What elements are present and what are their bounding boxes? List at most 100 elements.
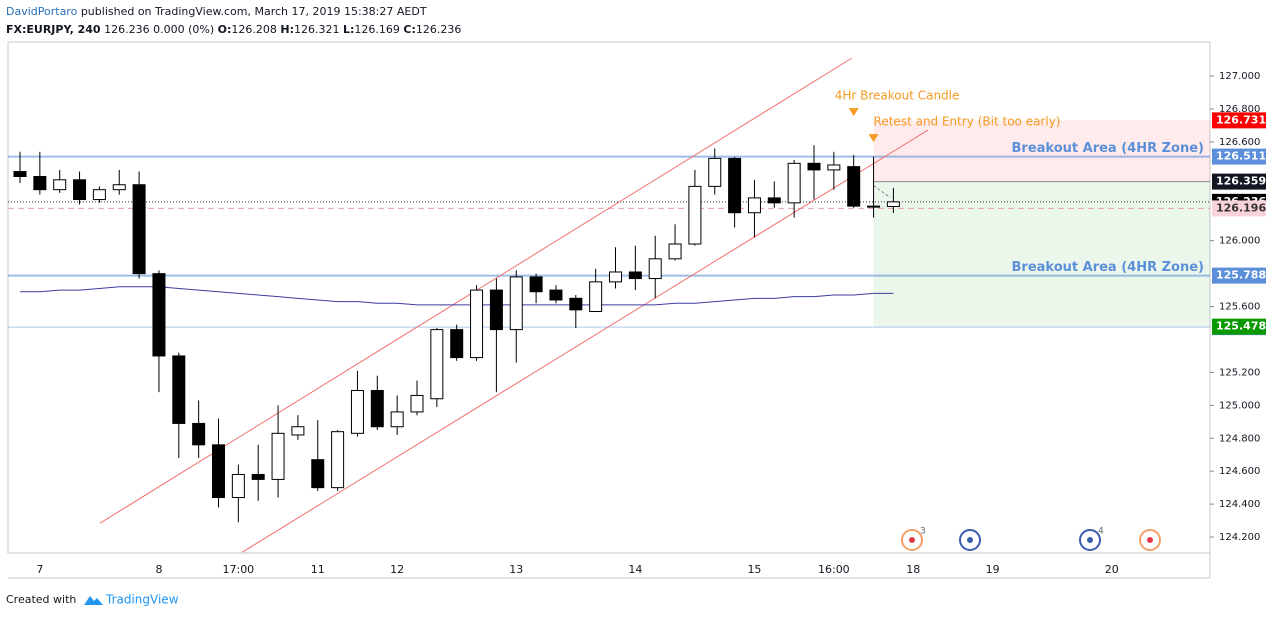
candle-body xyxy=(688,185,702,245)
candle-body xyxy=(668,243,682,260)
candle-body xyxy=(271,432,285,480)
y-tick-label: 125.600 xyxy=(1219,302,1260,313)
event-icon-dot xyxy=(967,537,973,543)
candle-body xyxy=(569,297,583,311)
candle-body xyxy=(390,411,404,428)
candle-body xyxy=(767,197,781,204)
y-tick-label: 124.400 xyxy=(1219,499,1260,510)
price-label-bg xyxy=(1212,148,1266,165)
candle-body xyxy=(708,157,722,187)
x-tick-label: 12 xyxy=(390,563,404,576)
candle-body xyxy=(886,201,900,207)
symbol-line: FX:EURJPY, 240 126.236 0.000 (0%) O:126.… xyxy=(6,23,461,36)
candle-body xyxy=(370,390,384,428)
event-count: 4 xyxy=(1098,527,1104,537)
candle-body xyxy=(489,289,503,331)
candle-body xyxy=(53,179,67,191)
candle-body xyxy=(251,473,265,480)
x-tick-label: 19 xyxy=(986,563,1000,576)
candle-body xyxy=(132,184,146,275)
candle-body xyxy=(152,273,166,357)
candle-body xyxy=(450,329,464,359)
price-label-bg xyxy=(1212,112,1266,129)
plot-area xyxy=(7,41,1211,554)
x-tick-label: 8 xyxy=(155,563,162,576)
y-tick-label: 125.200 xyxy=(1219,367,1260,378)
ohlc-label: O: xyxy=(218,23,232,36)
y-tick-label: 124.200 xyxy=(1219,532,1260,543)
candle-body xyxy=(728,157,742,214)
candle-body xyxy=(509,276,523,331)
candle-body xyxy=(172,355,186,424)
event-count: 3 xyxy=(920,527,926,537)
y-tick-label: 126.800 xyxy=(1219,104,1260,115)
candle-body xyxy=(350,390,364,434)
event-icon-dot xyxy=(1147,537,1153,543)
candle-body xyxy=(609,271,622,283)
channel-line xyxy=(242,129,929,553)
price-label: 126.731 xyxy=(1216,113,1266,126)
candle-body xyxy=(112,184,126,191)
event-icon-dot xyxy=(1087,537,1093,543)
price-label-bg xyxy=(1212,173,1266,190)
ohlc-value: 126.321 xyxy=(294,23,340,36)
ohlc-value: 126.208 xyxy=(231,23,277,36)
last-price: 126.236 xyxy=(104,23,150,36)
price-label: 126.511 xyxy=(1216,150,1266,163)
candle-body xyxy=(430,329,444,400)
y-tick-label: 124.600 xyxy=(1219,466,1260,477)
ohlc-label: L: xyxy=(343,23,354,36)
ohlc-value: 126.169 xyxy=(354,23,400,36)
candle-body xyxy=(410,394,424,413)
x-tick-label: 7 xyxy=(36,563,43,576)
candle-body xyxy=(827,164,841,171)
entry-arrow xyxy=(873,185,891,199)
candle-body xyxy=(807,162,821,171)
candle-body xyxy=(867,205,881,208)
candle-body xyxy=(847,166,861,207)
author[interactable]: DavidPortaro xyxy=(6,5,78,18)
candle-body xyxy=(13,171,27,177)
footer-brand[interactable]: TradingView xyxy=(105,593,179,607)
ohlc-label: H: xyxy=(280,23,294,36)
header-line: DavidPortaro published on TradingView.co… xyxy=(6,5,427,18)
candle-body xyxy=(331,431,345,489)
ohlc-value: 126.236 xyxy=(416,23,462,36)
plot-layer: Breakout Area (4HR Zone) Breakout Area (4… xyxy=(8,57,1266,576)
x-tick-label: 17:00 xyxy=(222,563,254,576)
candle-body xyxy=(311,459,325,489)
x-tick-label: 13 xyxy=(509,563,523,576)
x-tick-label: 11 xyxy=(311,563,325,576)
annotation-marker xyxy=(848,108,859,117)
ohlc-label: C: xyxy=(403,23,415,36)
stop-zone xyxy=(873,120,1210,182)
candle-body xyxy=(291,426,305,436)
target-zone xyxy=(873,181,1210,327)
price-label-bg xyxy=(1212,267,1266,284)
x-tick-label: 16:00 xyxy=(818,563,850,576)
zone-label: Breakout Area (4HR Zone) xyxy=(1012,141,1205,156)
change: 0.000 (0%) xyxy=(153,23,214,36)
price-label-bg xyxy=(1212,318,1266,335)
y-tick-label: 127.000 xyxy=(1219,71,1260,82)
candle-body xyxy=(192,422,206,446)
price-label: 125.478 xyxy=(1216,320,1266,333)
price-label: 126.359 xyxy=(1216,175,1266,188)
candle-body xyxy=(212,444,225,499)
x-tick-label: 15 xyxy=(747,563,761,576)
annotation-marker xyxy=(868,134,879,143)
candle-body xyxy=(549,289,563,301)
price-label: 126.196 xyxy=(1216,201,1266,214)
symbol: FX:EURJPY, 240 xyxy=(6,23,101,36)
x-tick-label: 14 xyxy=(628,563,642,576)
annotation-text: Retest and Entry (Bit too early) xyxy=(874,115,1061,129)
candle-body xyxy=(92,189,106,201)
price-label-bg xyxy=(1212,200,1266,217)
y-tick-label: 124.800 xyxy=(1219,433,1260,444)
zone-label: Breakout Area (4HR Zone) xyxy=(1012,260,1205,275)
event-icon-dot xyxy=(909,537,915,543)
price-label: 125.788 xyxy=(1216,269,1266,282)
candle-body xyxy=(648,258,662,280)
y-tick-label: 126.000 xyxy=(1219,236,1260,247)
